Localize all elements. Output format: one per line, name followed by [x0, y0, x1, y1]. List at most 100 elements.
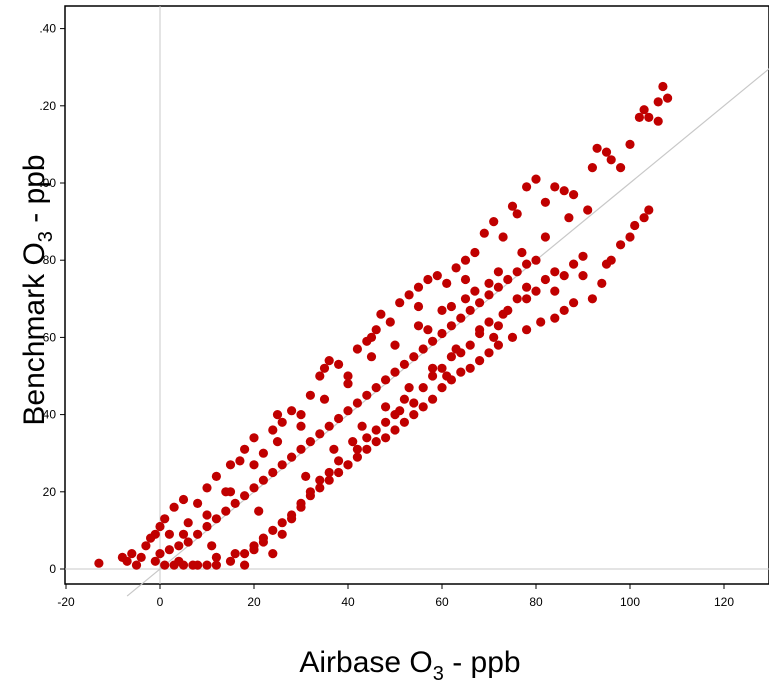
data-point [616, 163, 625, 172]
data-point [259, 534, 268, 543]
data-point [221, 507, 230, 516]
data-point [531, 256, 540, 265]
data-point [550, 182, 559, 191]
data-point [499, 310, 508, 319]
data-point [259, 449, 268, 458]
x-tick-label: 0 [157, 595, 164, 609]
data-point [437, 364, 446, 373]
data-point [249, 483, 258, 492]
data-point [170, 503, 179, 512]
data-point [541, 198, 550, 207]
data-point [583, 205, 592, 214]
data-point [170, 561, 179, 570]
data-point [428, 337, 437, 346]
data-point [475, 356, 484, 365]
data-point [499, 232, 508, 241]
data-point [419, 344, 428, 353]
data-point [202, 510, 211, 519]
plot-frame [65, 6, 769, 584]
data-point [151, 530, 160, 539]
x-axis-title-subscript: 3 [433, 663, 444, 685]
data-point [437, 306, 446, 315]
data-point [325, 422, 334, 431]
data-point [249, 460, 258, 469]
data-point [508, 202, 517, 211]
data-point [644, 113, 653, 122]
x-tick-label: 120 [714, 595, 734, 609]
data-point [287, 406, 296, 415]
data-point [654, 97, 663, 106]
data-point [151, 557, 160, 566]
data-point [597, 279, 606, 288]
data-point [202, 561, 211, 570]
data-point [400, 395, 409, 404]
data-point [353, 453, 362, 462]
data-point [522, 182, 531, 191]
data-point [362, 433, 371, 442]
y-axis-title-subscript: 3 [35, 231, 57, 242]
data-point [381, 418, 390, 427]
data-point [616, 240, 625, 249]
data-point [372, 425, 381, 434]
data-point [503, 275, 512, 284]
data-point [635, 113, 644, 122]
data-point [578, 271, 587, 280]
data-point [367, 333, 376, 342]
x-axis-title: Airbase O3 - ppb [299, 646, 520, 685]
data-point [155, 549, 164, 558]
data-point [179, 561, 188, 570]
data-point [160, 561, 169, 570]
data-point [268, 425, 277, 434]
x-tick-label: 20 [247, 595, 261, 609]
data-point [390, 425, 399, 434]
data-point [376, 310, 385, 319]
data-point [306, 491, 315, 500]
data-point [466, 364, 475, 373]
data-point [212, 514, 221, 523]
data-point [353, 344, 362, 353]
data-point [226, 460, 235, 469]
data-point [343, 406, 352, 415]
data-point [358, 422, 367, 431]
data-point [334, 414, 343, 423]
data-point [409, 398, 418, 407]
data-point [522, 294, 531, 303]
data-point [386, 317, 395, 326]
data-point [452, 263, 461, 272]
data-point [315, 483, 324, 492]
data-point [94, 559, 103, 568]
data-point [268, 526, 277, 535]
data-point [470, 248, 479, 257]
data-point [658, 82, 667, 91]
data-point [395, 298, 404, 307]
data-point [564, 213, 573, 222]
y-tick-label: .20 [39, 99, 56, 113]
data-point [202, 483, 211, 492]
data-point [132, 561, 141, 570]
data-point [508, 333, 517, 342]
data-point [400, 418, 409, 427]
data-point [235, 456, 244, 465]
data-point [522, 283, 531, 292]
data-point [240, 561, 249, 570]
data-point [400, 360, 409, 369]
data-point [137, 553, 146, 562]
data-point [452, 344, 461, 353]
data-point [193, 499, 202, 508]
data-point [644, 205, 653, 214]
data-point [249, 433, 258, 442]
data-point [588, 294, 597, 303]
x-tick-label: -20 [57, 595, 75, 609]
data-point [165, 530, 174, 539]
data-point [254, 507, 263, 516]
data-point [513, 267, 522, 276]
data-point [320, 395, 329, 404]
data-point [419, 383, 428, 392]
data-point [414, 321, 423, 330]
data-point [588, 163, 597, 172]
data-point [268, 468, 277, 477]
data-point [414, 302, 423, 311]
data-point [569, 190, 578, 199]
data-point [362, 391, 371, 400]
data-point [517, 248, 526, 257]
